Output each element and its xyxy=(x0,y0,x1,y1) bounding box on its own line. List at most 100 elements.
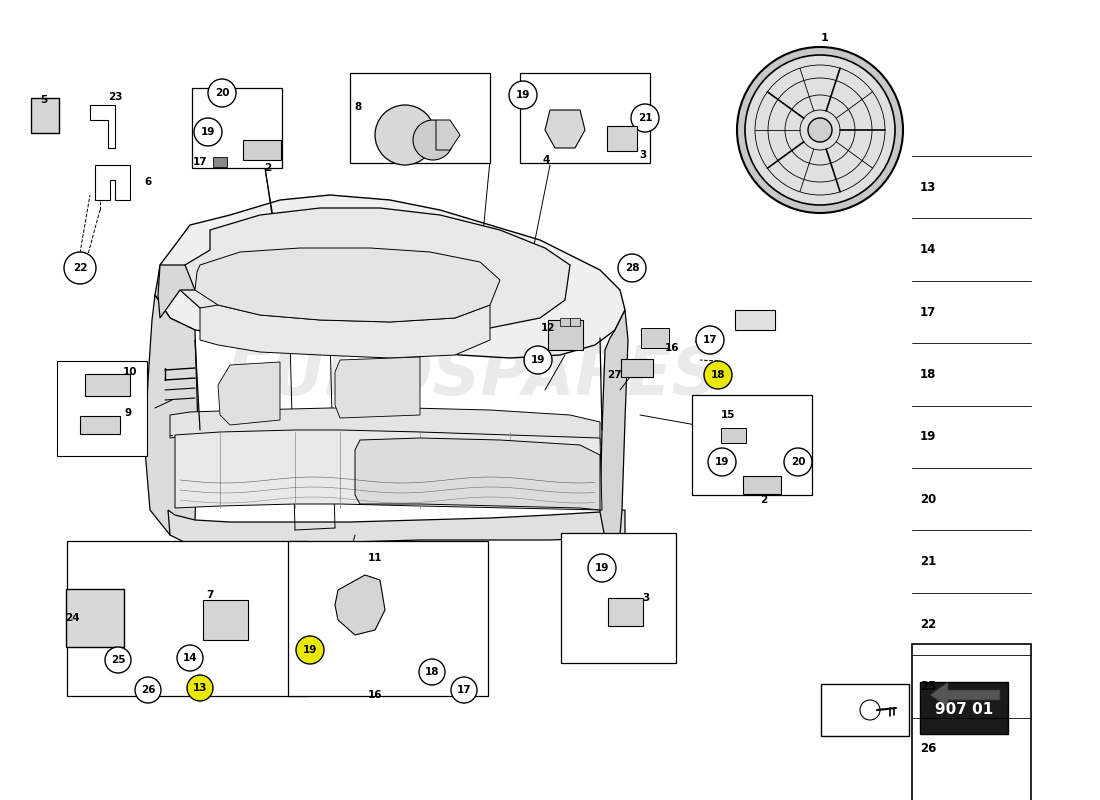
Circle shape xyxy=(187,675,213,701)
Bar xyxy=(735,310,776,330)
Text: 19: 19 xyxy=(302,645,317,655)
Bar xyxy=(80,416,120,434)
Text: 13: 13 xyxy=(920,181,936,194)
Polygon shape xyxy=(544,110,585,148)
Circle shape xyxy=(631,104,659,132)
Text: 28: 28 xyxy=(625,263,639,273)
Text: 5: 5 xyxy=(41,95,47,105)
Text: 907 01: 907 01 xyxy=(935,702,993,718)
Text: 25: 25 xyxy=(111,655,125,665)
Circle shape xyxy=(509,81,537,109)
Polygon shape xyxy=(90,105,116,148)
Bar xyxy=(912,644,1031,800)
Circle shape xyxy=(64,252,96,284)
Bar xyxy=(202,600,248,640)
Circle shape xyxy=(618,254,646,282)
Polygon shape xyxy=(145,295,198,540)
Polygon shape xyxy=(95,165,130,200)
Text: 21: 21 xyxy=(638,113,652,123)
Text: 23: 23 xyxy=(108,92,122,102)
Bar xyxy=(641,328,669,348)
Text: 11: 11 xyxy=(367,553,383,563)
Text: 19: 19 xyxy=(920,430,936,443)
Circle shape xyxy=(588,554,616,582)
Circle shape xyxy=(524,346,552,374)
Text: 16: 16 xyxy=(664,343,680,353)
Circle shape xyxy=(194,118,222,146)
Bar xyxy=(621,359,653,377)
Polygon shape xyxy=(200,305,490,358)
Polygon shape xyxy=(436,120,460,150)
Text: 25: 25 xyxy=(920,680,936,693)
Text: 16: 16 xyxy=(367,690,383,700)
Text: 19: 19 xyxy=(516,90,530,100)
Text: 18: 18 xyxy=(711,370,725,380)
Text: 19: 19 xyxy=(531,355,546,365)
Circle shape xyxy=(419,659,446,685)
Text: 19: 19 xyxy=(201,127,216,137)
Bar xyxy=(288,541,488,695)
Polygon shape xyxy=(168,510,625,548)
Text: 17: 17 xyxy=(192,157,207,167)
Text: 28: 28 xyxy=(835,683,851,697)
Text: 20: 20 xyxy=(791,457,805,467)
Bar xyxy=(692,395,812,495)
Polygon shape xyxy=(336,575,385,635)
Circle shape xyxy=(784,448,812,476)
Text: 14: 14 xyxy=(183,653,197,663)
Text: 24: 24 xyxy=(65,613,79,623)
Bar xyxy=(561,533,675,663)
Circle shape xyxy=(412,120,453,160)
Text: 19: 19 xyxy=(595,563,609,573)
Text: 18: 18 xyxy=(425,667,439,677)
Text: 4: 4 xyxy=(542,155,550,165)
Text: 20: 20 xyxy=(920,493,936,506)
Polygon shape xyxy=(170,408,600,445)
Bar xyxy=(66,589,124,647)
Bar xyxy=(57,361,147,455)
Text: 10: 10 xyxy=(123,367,138,377)
Bar xyxy=(350,73,490,163)
Circle shape xyxy=(860,700,880,720)
Bar xyxy=(192,88,282,168)
Circle shape xyxy=(451,677,477,703)
Bar xyxy=(520,73,650,163)
Text: 21: 21 xyxy=(920,555,936,568)
Bar xyxy=(607,598,642,626)
Polygon shape xyxy=(218,362,280,425)
Circle shape xyxy=(296,636,324,664)
Text: 3: 3 xyxy=(639,150,647,160)
Circle shape xyxy=(104,647,131,673)
Text: 13: 13 xyxy=(192,683,207,693)
Text: 18: 18 xyxy=(920,368,936,381)
Text: 19: 19 xyxy=(715,457,729,467)
Polygon shape xyxy=(600,310,628,538)
Text: 2: 2 xyxy=(264,163,272,173)
Bar xyxy=(213,157,227,167)
Bar xyxy=(570,318,580,326)
Circle shape xyxy=(696,326,724,354)
Bar xyxy=(821,684,909,736)
Text: 27: 27 xyxy=(607,370,621,380)
Polygon shape xyxy=(930,682,1000,707)
Circle shape xyxy=(808,118,832,142)
Polygon shape xyxy=(158,265,195,318)
Text: 15: 15 xyxy=(720,410,735,420)
Text: 26: 26 xyxy=(920,742,936,755)
Circle shape xyxy=(704,361,732,389)
Bar xyxy=(243,140,280,160)
Text: 9: 9 xyxy=(124,408,132,418)
Polygon shape xyxy=(175,430,602,510)
Text: 7: 7 xyxy=(207,590,213,600)
Text: 17: 17 xyxy=(703,335,717,345)
Text: 3: 3 xyxy=(642,593,650,603)
Text: EUROSPARES: EUROSPARES xyxy=(226,343,720,409)
Text: 2: 2 xyxy=(760,495,768,505)
Circle shape xyxy=(708,448,736,476)
Bar xyxy=(607,126,637,150)
Circle shape xyxy=(135,677,161,703)
Polygon shape xyxy=(336,357,420,418)
Circle shape xyxy=(208,79,236,107)
Bar xyxy=(920,682,1008,734)
Polygon shape xyxy=(180,208,570,332)
